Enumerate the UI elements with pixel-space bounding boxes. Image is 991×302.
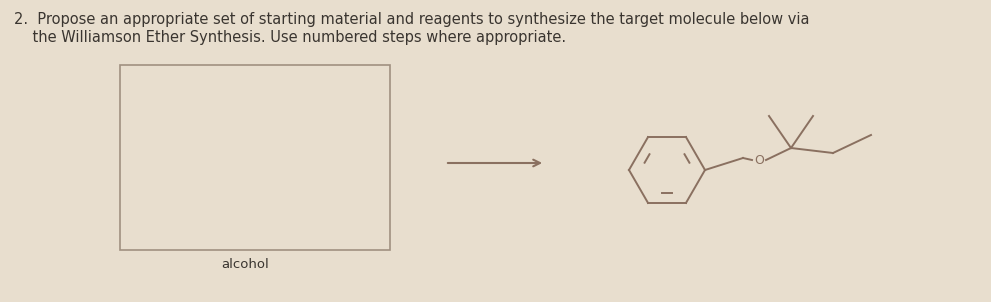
Text: the Williamson Ether Synthesis. Use numbered steps where appropriate.: the Williamson Ether Synthesis. Use numb… <box>14 30 566 45</box>
Text: O: O <box>754 153 764 166</box>
Text: 2.  Propose an appropriate set of starting material and reagents to synthesize t: 2. Propose an appropriate set of startin… <box>14 12 810 27</box>
Bar <box>120 65 390 250</box>
Text: alcohol: alcohol <box>221 258 269 271</box>
